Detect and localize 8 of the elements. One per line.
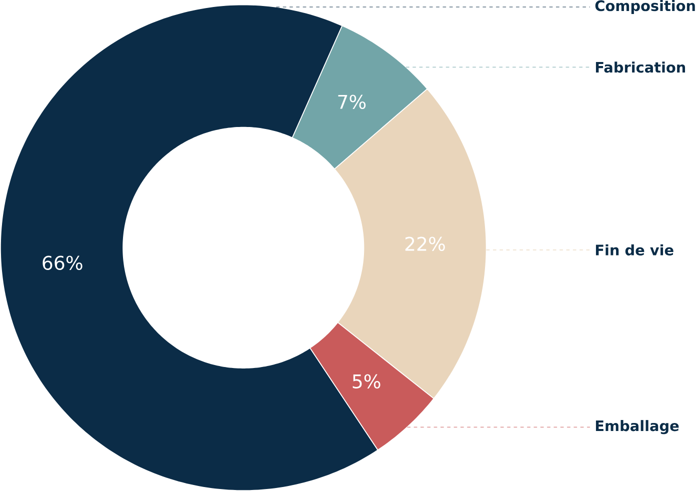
slice-label: Composition (595, 0, 695, 14)
slice-label: Fabrication (596, 62, 686, 73)
data-label: 66% (42, 256, 82, 270)
data-label: 22% (405, 236, 445, 251)
data-label: 5% (352, 374, 380, 388)
slice-label: Fin de vie (596, 244, 674, 256)
data-label: 7% (338, 94, 366, 109)
slice-label: Emballage (596, 420, 679, 434)
